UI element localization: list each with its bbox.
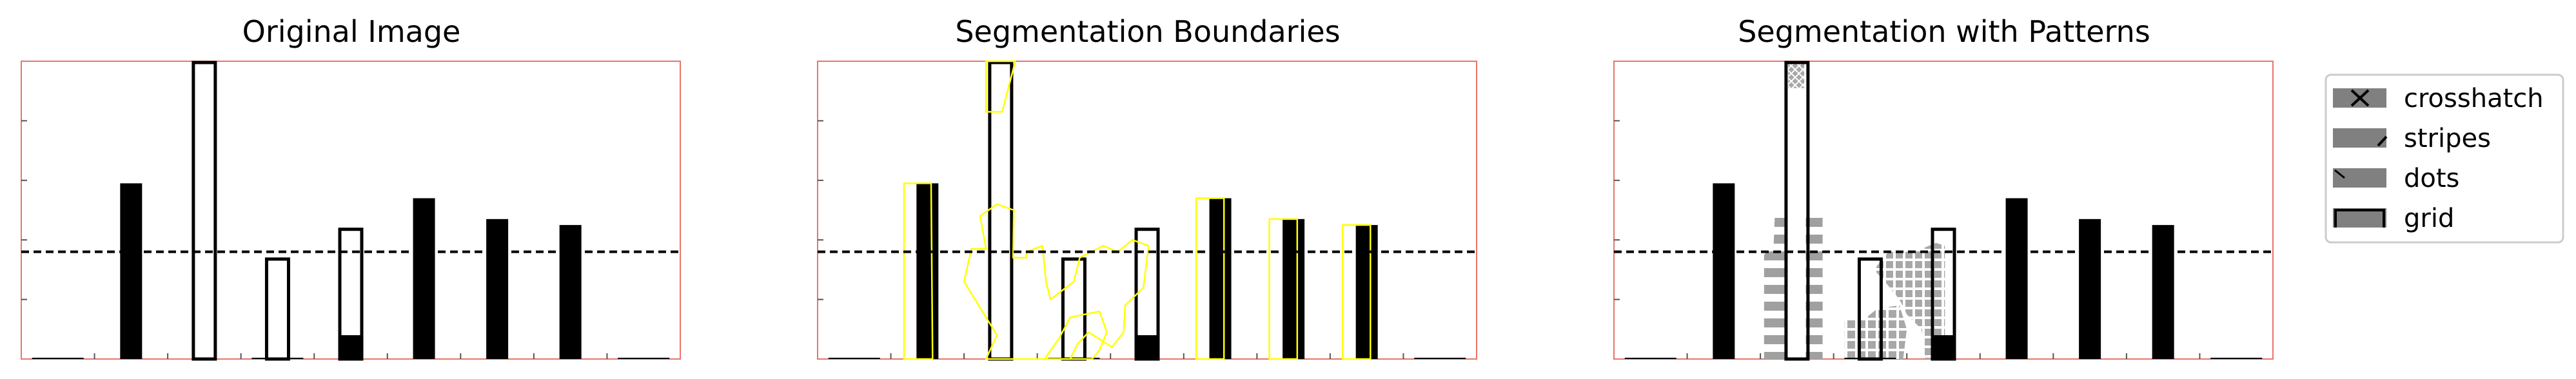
legend-entry-grid: grid [2333,204,2454,233]
bar-filled [2005,198,2028,359]
legend-entry-crosshatch: crosshatch [2333,84,2544,113]
legend-entry-stripes: stripes [2333,124,2491,153]
bar-filled [1713,183,1735,359]
pattern-region-stripes [1805,210,1823,359]
segment-boundary [1195,197,1225,360]
bar-outline [192,61,217,361]
segment-boundary [903,182,934,360]
pattern-region-stripes [1764,210,1786,359]
panel-segmentation-boundaries: Segmentation Boundaries [817,14,1477,361]
plot-area-boundaries [817,60,1477,361]
segment-boundary [963,203,1150,360]
segment-boundary [1341,224,1372,360]
bar-filled [486,219,509,359]
bar-filled [120,183,143,359]
grid-swatch-icon [2333,208,2386,228]
bar-outline [1857,257,1883,361]
bar-filled [1355,225,1378,359]
legend-label-crosshatch: crosshatch [2404,84,2544,113]
segment-boundary [1043,310,1108,360]
bar-filled [559,225,582,359]
bar-filled [1136,335,1158,359]
pattern-region-crosshatch [1788,61,1805,88]
plot-area-original [21,61,681,361]
pattern-region-grid [1874,242,1945,359]
panel-segmentation-patterns: Segmentation with Patterns [1613,14,2274,361]
bar-filled [1932,335,1954,359]
stripes-swatch-icon [2333,128,2388,148]
bar-filled [1209,198,1232,359]
axes-frame [21,61,681,360]
legend-entry-dots: dots [2333,164,2459,193]
bar-filled [916,183,939,359]
legend-frame [2325,73,2564,244]
dots-swatch-icon [2333,168,2386,188]
plot-area-patterns [1613,61,2274,361]
segment-boundary [985,60,1016,113]
legend-label-stripes: stripes [2404,124,2491,153]
bar-filled [2079,219,2101,359]
bar-outline [338,228,364,361]
axes-frame [817,61,1477,360]
panel-title-boundaries: Segmentation Boundaries [955,14,1340,49]
legend-label-grid: grid [2404,204,2454,233]
bar-filled [2152,225,2174,359]
legend: crosshatch stripes dots grid [2325,73,2564,244]
legend-label-dots: dots [2404,164,2459,193]
bar-outline [1931,228,1956,361]
bar-outline [1784,61,1810,361]
panel-title-patterns: Segmentation with Patterns [1738,14,2150,49]
bar-outline [264,257,290,361]
panel-original-image: Original Image [21,14,681,361]
bar-filled [413,198,435,359]
segment-boundary [1268,218,1299,360]
bar-filled [340,335,362,359]
crosshatch-swatch-icon [2333,88,2386,108]
panel-title-original: Original Image [242,14,461,49]
bar-filled [1283,219,1305,359]
